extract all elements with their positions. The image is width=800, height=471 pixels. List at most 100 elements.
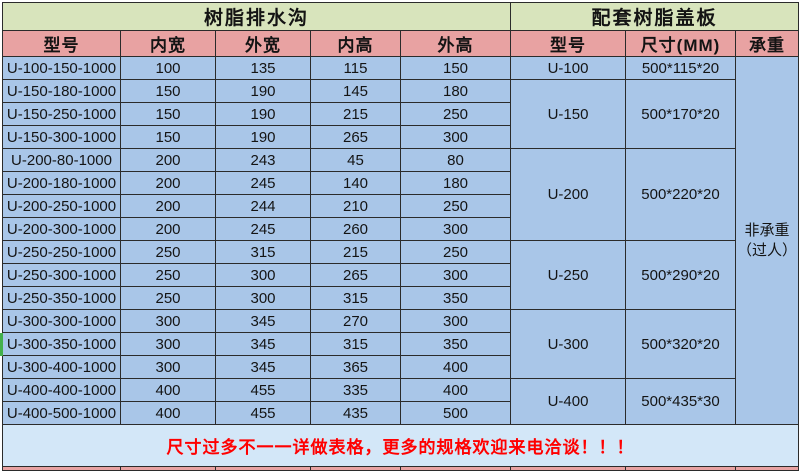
cell-outer-height: 250	[400, 240, 511, 264]
cell-outer-width: 315	[215, 240, 311, 264]
cell-outer-height: 300	[400, 125, 511, 149]
col-header-load: 承重	[734, 30, 800, 57]
cell-inner-width: 400	[120, 378, 216, 402]
column-header-row: 型号 内宽 外宽 内高 外高 型号 尺寸(MM) 承重	[2, 30, 800, 57]
cell-inner-width: 150	[120, 125, 216, 149]
cell-outer-height: 500	[400, 401, 511, 425]
cell-inner-height: 265	[310, 125, 401, 149]
cell-cover-size: 500*320*20	[625, 309, 736, 379]
cell-outer-height: 300	[400, 217, 511, 241]
cell-outer-width: 244	[215, 194, 311, 218]
cell-outer-width: 243	[215, 148, 311, 172]
cell-load-rating: 非承重 （过人）	[734, 56, 800, 425]
cell-model: U-250-250-1000	[2, 240, 121, 264]
cell-model: U-150-180-1000	[2, 79, 121, 103]
cell-outer-height: 300	[400, 309, 511, 333]
cell-outer-height: 180	[400, 79, 511, 103]
cell-cover-model: U-100	[510, 56, 626, 80]
cell-inner-width: 250	[120, 263, 216, 287]
cell-model: U-300-350-1000	[2, 332, 121, 356]
partial-row-cell	[310, 466, 401, 471]
cell-inner-width: 250	[120, 286, 216, 310]
cell-cover-size: 500*435*30	[625, 378, 736, 425]
table-row: U-250-250-1000 250 315 215 250 U-250 500…	[2, 240, 799, 310]
selection-indicator	[0, 333, 3, 356]
footer-note-row: 尺寸过多不一一详做表格，更多的规格欢迎来电洽谈！！！	[1, 424, 800, 467]
cell-outer-width: 455	[215, 401, 311, 425]
cell-model: U-400-400-1000	[2, 378, 121, 402]
cell-model: U-100-150-1000	[2, 56, 121, 80]
cell-outer-width: 245	[215, 217, 311, 241]
cell-inner-height: 270	[310, 309, 401, 333]
table-row: U-150-180-1000 150 190 145 180 U-150 500…	[2, 79, 799, 149]
cell-inner-height: 115	[310, 56, 401, 80]
table-row: U-200-80-1000 200 243 45 80 U-200 500*22…	[2, 148, 799, 241]
partial-row-cell	[625, 466, 736, 471]
table-row: U-300-400-1000 300 345 365 400	[2, 355, 799, 379]
cell-model: U-250-300-1000	[2, 263, 121, 287]
cell-cover-model: U-250	[510, 240, 626, 310]
cell-outer-height: 300	[400, 263, 511, 287]
cell-outer-width: 345	[215, 332, 311, 356]
cell-outer-width: 190	[215, 79, 311, 103]
cell-cover-size: 500*115*20	[625, 56, 736, 80]
cell-model: U-200-80-1000	[2, 148, 121, 172]
cell-cover-model: U-150	[510, 79, 626, 149]
cell-model: U-200-300-1000	[2, 217, 121, 241]
section-title-drain: 树脂排水沟	[2, 2, 511, 31]
cell-inner-height: 315	[310, 332, 401, 356]
section-title-cover: 配套树脂盖板	[509, 2, 800, 31]
cell-outer-height: 250	[400, 194, 511, 218]
cell-outer-height: 350	[400, 286, 511, 310]
cell-inner-width: 300	[120, 309, 216, 333]
table-row: U-200-300-1000 200 245 260 300	[2, 217, 799, 241]
cell-model: U-400-500-1000	[2, 401, 121, 425]
cell-inner-height: 435	[310, 401, 401, 425]
cell-inner-height: 140	[310, 171, 401, 195]
cell-inner-width: 100	[120, 56, 216, 80]
cell-inner-width: 200	[120, 217, 216, 241]
cell-outer-height: 150	[400, 56, 511, 80]
cell-outer-width: 245	[215, 171, 311, 195]
col-header-outer-width: 外宽	[215, 30, 311, 57]
cell-model: U-150-300-1000	[2, 125, 121, 149]
cell-model: U-150-250-1000	[2, 102, 121, 126]
table-row: U-150-250-1000 150 190 215 250	[2, 102, 799, 126]
partial-row-cell	[120, 466, 216, 471]
cell-inner-height: 315	[310, 286, 401, 310]
cell-outer-height: 400	[400, 378, 511, 402]
col-header-inner-width: 内宽	[120, 30, 216, 57]
col-header-cover-size: 尺寸(MM)	[625, 30, 736, 57]
table-row: U-300-300-1000 300 345 270 300 U-300 500…	[2, 309, 799, 379]
cell-cover-model: U-400	[510, 378, 626, 425]
cell-outer-width: 345	[215, 309, 311, 333]
table-row: U-400-400-1000 400 455 335 400 U-400 500…	[2, 378, 799, 425]
cell-inner-height: 265	[310, 263, 401, 287]
cell-outer-height: 350	[400, 332, 511, 356]
cell-outer-width: 190	[215, 102, 311, 126]
load-line2: （过人）	[737, 241, 798, 259]
load-line1: 非承重	[744, 222, 790, 239]
table-row: U-200-180-1000 200 245 140 180	[2, 171, 799, 195]
cell-outer-width: 300	[215, 263, 311, 287]
col-header-model: 型号	[2, 30, 121, 57]
cell-cover-size: 500*220*20	[625, 148, 736, 241]
cell-outer-width: 455	[215, 378, 311, 402]
cell-inner-width: 200	[120, 148, 216, 172]
cell-cover-size: 500*290*20	[625, 240, 736, 310]
section-title-row: 树脂排水沟 配套树脂盖板	[2, 2, 800, 31]
cell-outer-width: 190	[215, 125, 311, 149]
col-header-inner-height: 内高	[310, 30, 401, 57]
cell-inner-width: 400	[120, 401, 216, 425]
col-header-outer-height: 外高	[400, 30, 511, 57]
cell-outer-height: 180	[400, 171, 511, 195]
cell-inner-height: 335	[310, 378, 401, 402]
table-row: U-300-350-1000 300 345 315 350	[2, 332, 799, 356]
cell-inner-height: 215	[310, 102, 401, 126]
cell-model: U-300-400-1000	[2, 355, 121, 379]
cell-cover-model: U-200	[510, 148, 626, 241]
table-row: U-250-300-1000 250 300 265 300	[2, 263, 799, 287]
cell-inner-height: 145	[310, 79, 401, 103]
cell-inner-height: 45	[310, 148, 401, 172]
